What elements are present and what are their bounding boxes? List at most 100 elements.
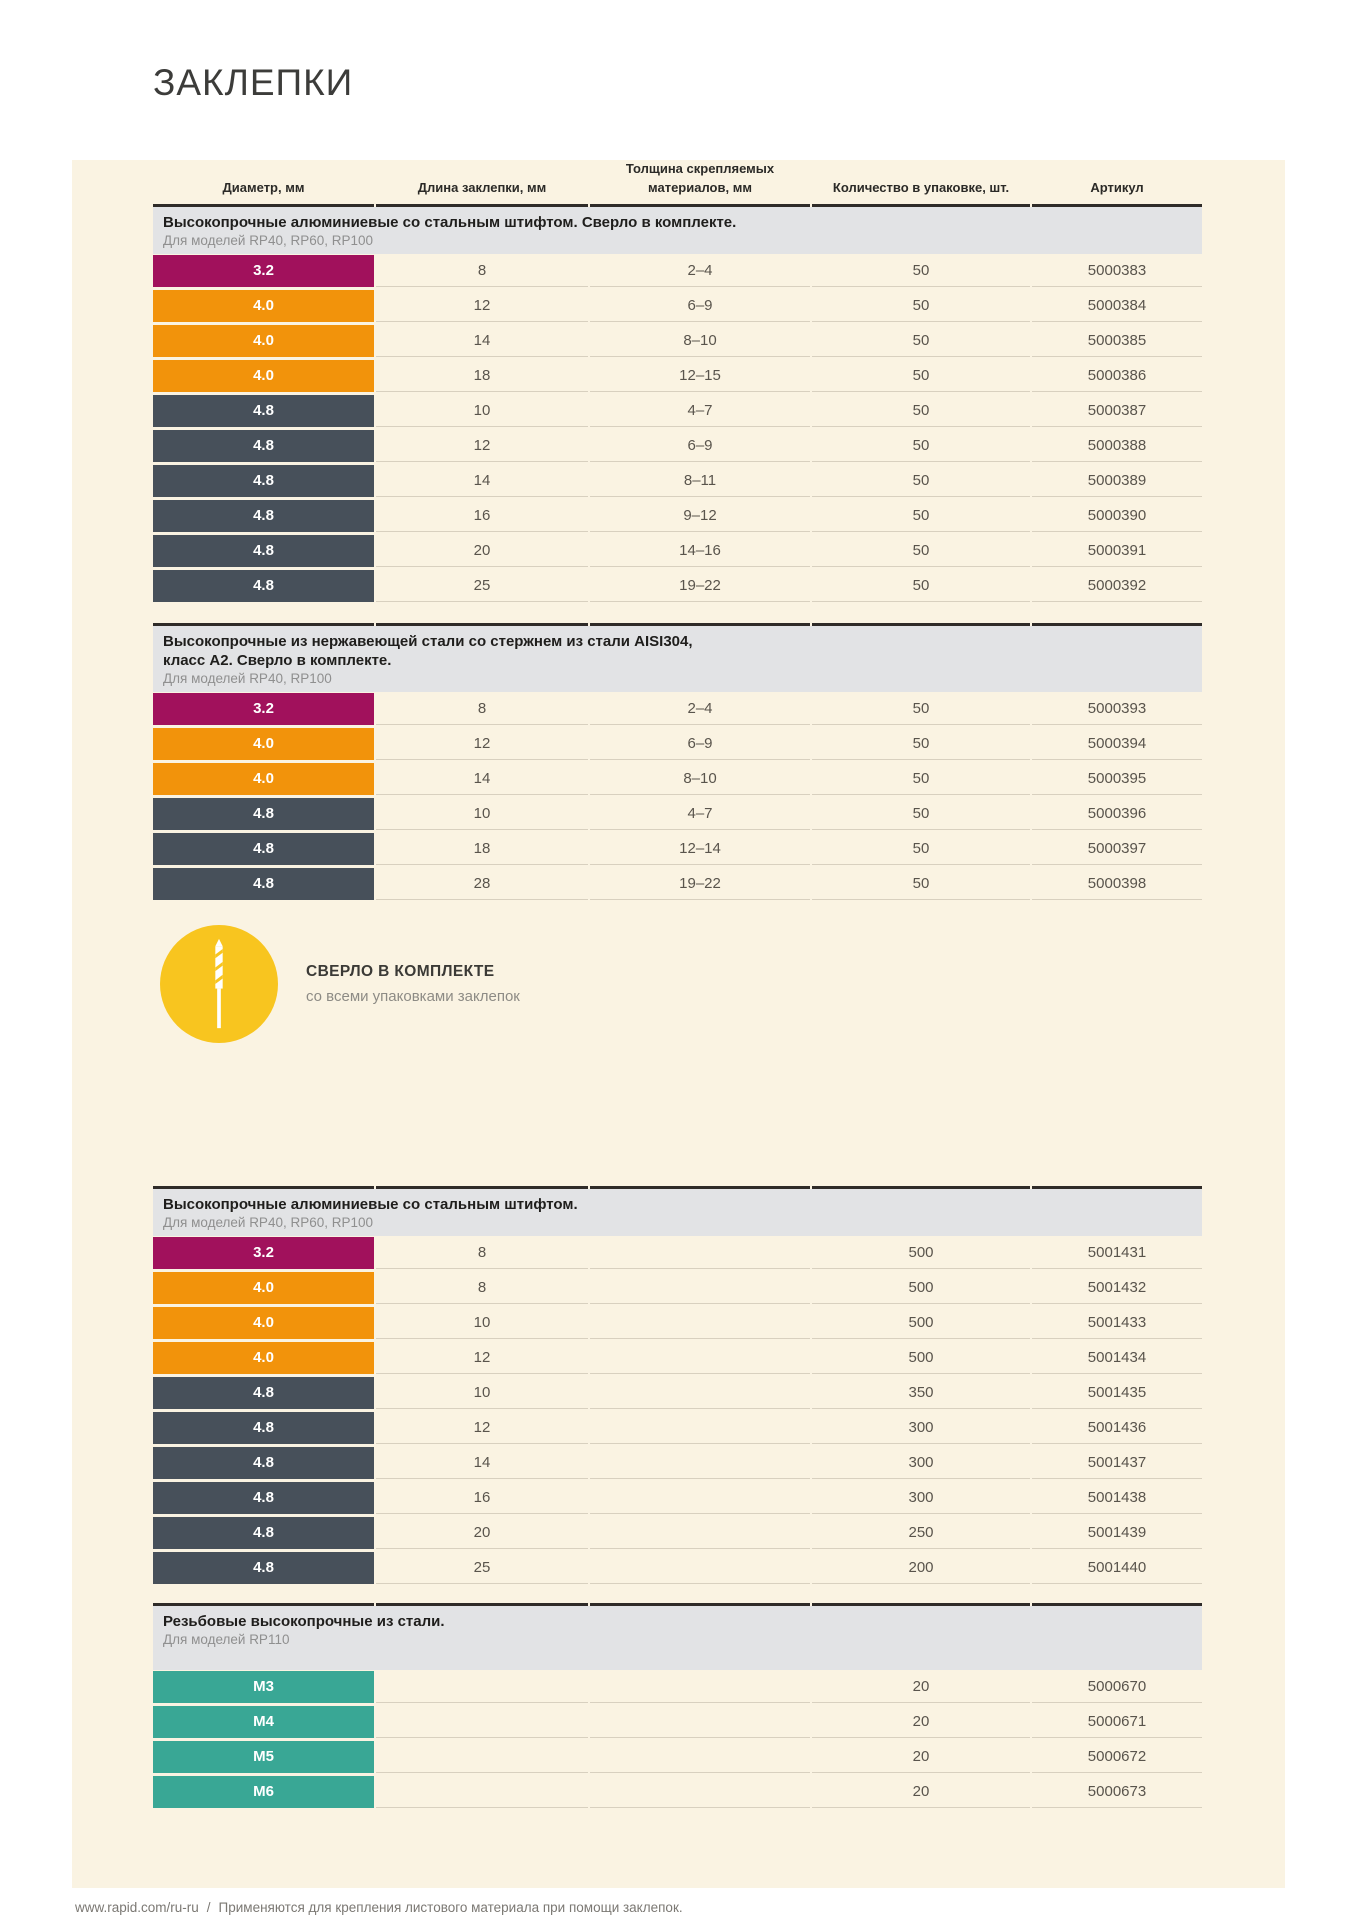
sku-cell: 5000385 — [1032, 325, 1202, 357]
diameter-cell: 4.8 — [153, 429, 374, 462]
quantity-cell: 50 — [812, 395, 1030, 427]
thickness-cell: 2–4 — [590, 255, 810, 287]
table-column-headers: Диаметр, мм Длина заклепки, мм Толщина с… — [153, 160, 1202, 204]
section-header: Высокопрочные алюминиевые со стальным шт… — [153, 1188, 1202, 1236]
length-cell — [376, 1776, 588, 1808]
sku-cell: 5000396 — [1032, 798, 1202, 830]
quantity-cell: 50 — [812, 833, 1030, 865]
thickness-cell — [590, 1517, 810, 1549]
length-cell: 8 — [376, 1237, 588, 1269]
badge-text: СВЕРЛО В КОМПЛЕКТЕ со всеми упаковками з… — [306, 925, 520, 1005]
quantity-cell: 50 — [812, 465, 1030, 497]
thickness-cell — [590, 1377, 810, 1409]
thickness-cell — [590, 1482, 810, 1514]
length-cell: 10 — [376, 798, 588, 830]
length-cell: 16 — [376, 500, 588, 532]
thickness-cell: 6–9 — [590, 430, 810, 462]
quantity-cell: 350 — [812, 1377, 1030, 1409]
footer-note: Применяются для крепления листового мате… — [218, 1900, 683, 1915]
quantity-cell: 250 — [812, 1517, 1030, 1549]
section-title: Высокопрочные алюминиевые со стальным шт… — [163, 1195, 578, 1213]
sku-cell: 5000394 — [1032, 728, 1202, 760]
table-top-rule — [153, 622, 1202, 626]
section-title: Высокопрочные алюминиевые со стальным шт… — [163, 213, 737, 231]
diameter-cell: 4.0 — [153, 324, 374, 357]
diameter-cell: 4.8 — [153, 1446, 374, 1479]
sku-cell: 5000390 — [1032, 500, 1202, 532]
badge-subtitle: со всеми упаковками заклепок — [306, 987, 520, 1005]
length-cell: 20 — [376, 535, 588, 567]
quantity-cell: 50 — [812, 868, 1030, 900]
sku-cell: 5000392 — [1032, 570, 1202, 602]
diameter-cell: 4.8 — [153, 1516, 374, 1549]
section-rows: 3.2 8 500 5001431 4.0 8 500 5001432 — [153, 1236, 1202, 1584]
quantity-cell: 500 — [812, 1272, 1030, 1304]
quantity-cell: 50 — [812, 290, 1030, 322]
thickness-cell — [590, 1342, 810, 1374]
table-row: 4.8 10 4–7 50 5000387 — [153, 394, 1202, 427]
thickness-cell: 14–16 — [590, 535, 810, 567]
length-cell: 10 — [376, 395, 588, 427]
sku-cell: 5000389 — [1032, 465, 1202, 497]
table-row: 4.8 16 9–12 50 5000390 — [153, 499, 1202, 532]
column-header-diameter: Диаметр, мм — [222, 179, 305, 195]
diameter-cell: 4.8 — [153, 569, 374, 602]
length-cell: 12 — [376, 1342, 588, 1374]
page-title: ЗАКЛЕПКИ — [153, 62, 354, 103]
column-header-thickness: Толщина скрепляемых материалов, мм — [625, 161, 775, 195]
sku-cell: 5000398 — [1032, 868, 1202, 900]
table-row: M6 20 5000673 — [153, 1775, 1202, 1808]
table-row: 4.8 12 6–9 50 5000388 — [153, 429, 1202, 462]
length-cell: 16 — [376, 1482, 588, 1514]
diameter-cell: 4.0 — [153, 727, 374, 760]
table-row: 4.8 14 300 5001437 — [153, 1446, 1202, 1479]
length-cell: 14 — [376, 1447, 588, 1479]
sku-cell: 5001431 — [1032, 1237, 1202, 1269]
sku-cell: 5000673 — [1032, 1776, 1202, 1808]
table-row: 4.0 14 8–10 50 5000385 — [153, 324, 1202, 357]
quantity-cell: 50 — [812, 325, 1030, 357]
sku-cell: 5000384 — [1032, 290, 1202, 322]
diameter-cell: 3.2 — [153, 692, 374, 725]
thickness-cell: 19–22 — [590, 570, 810, 602]
sku-cell: 5000383 — [1032, 255, 1202, 287]
quantity-cell: 20 — [812, 1671, 1030, 1703]
section-rows: 3.2 8 2–4 50 5000383 4.0 12 6–9 50 50 — [153, 254, 1202, 602]
thickness-cell: 8–10 — [590, 763, 810, 795]
table-row: 4.0 8 500 5001432 — [153, 1271, 1202, 1304]
diameter-cell: 4.8 — [153, 797, 374, 830]
diameter-cell: M3 — [153, 1670, 374, 1703]
drill-included-badge: СВЕРЛО В КОМПЛЕКТЕ со всеми упаковками з… — [153, 924, 1202, 1043]
sku-cell: 5000388 — [1032, 430, 1202, 462]
sku-cell: 5000395 — [1032, 763, 1202, 795]
sku-cell: 5000672 — [1032, 1741, 1202, 1773]
table-row: 4.8 18 12–14 50 5000397 — [153, 832, 1202, 865]
thickness-cell — [590, 1412, 810, 1444]
thickness-cell: 9–12 — [590, 500, 810, 532]
table-row: 3.2 8 2–4 50 5000383 — [153, 254, 1202, 287]
length-cell: 20 — [376, 1517, 588, 1549]
thickness-cell — [590, 1237, 810, 1269]
thickness-cell: 12–14 — [590, 833, 810, 865]
length-cell — [376, 1671, 588, 1703]
page-footer: www.rapid.com/ru-ru / Применяются для кр… — [75, 1900, 1357, 1915]
quantity-cell: 500 — [812, 1307, 1030, 1339]
thickness-cell — [590, 1671, 810, 1703]
quantity-cell: 20 — [812, 1776, 1030, 1808]
sku-cell: 5001432 — [1032, 1272, 1202, 1304]
table-section-aluminum-with-drill: Высокопрочные алюминиевые со стальным шт… — [153, 203, 1202, 602]
diameter-cell: 4.8 — [153, 1411, 374, 1444]
table-row: M4 20 5000671 — [153, 1705, 1202, 1738]
length-cell: 14 — [376, 325, 588, 357]
length-cell — [376, 1741, 588, 1773]
table-row: M3 20 5000670 — [153, 1670, 1202, 1703]
sku-cell: 5001439 — [1032, 1517, 1202, 1549]
quantity-cell: 300 — [812, 1482, 1030, 1514]
footer-url: www.rapid.com/ru-ru — [75, 1900, 199, 1915]
diameter-cell: M4 — [153, 1705, 374, 1738]
length-cell: 18 — [376, 360, 588, 392]
diameter-cell: 4.8 — [153, 867, 374, 900]
table-row: 4.0 12 6–9 50 5000384 — [153, 289, 1202, 322]
length-cell: 18 — [376, 833, 588, 865]
diameter-cell: 4.8 — [153, 499, 374, 532]
